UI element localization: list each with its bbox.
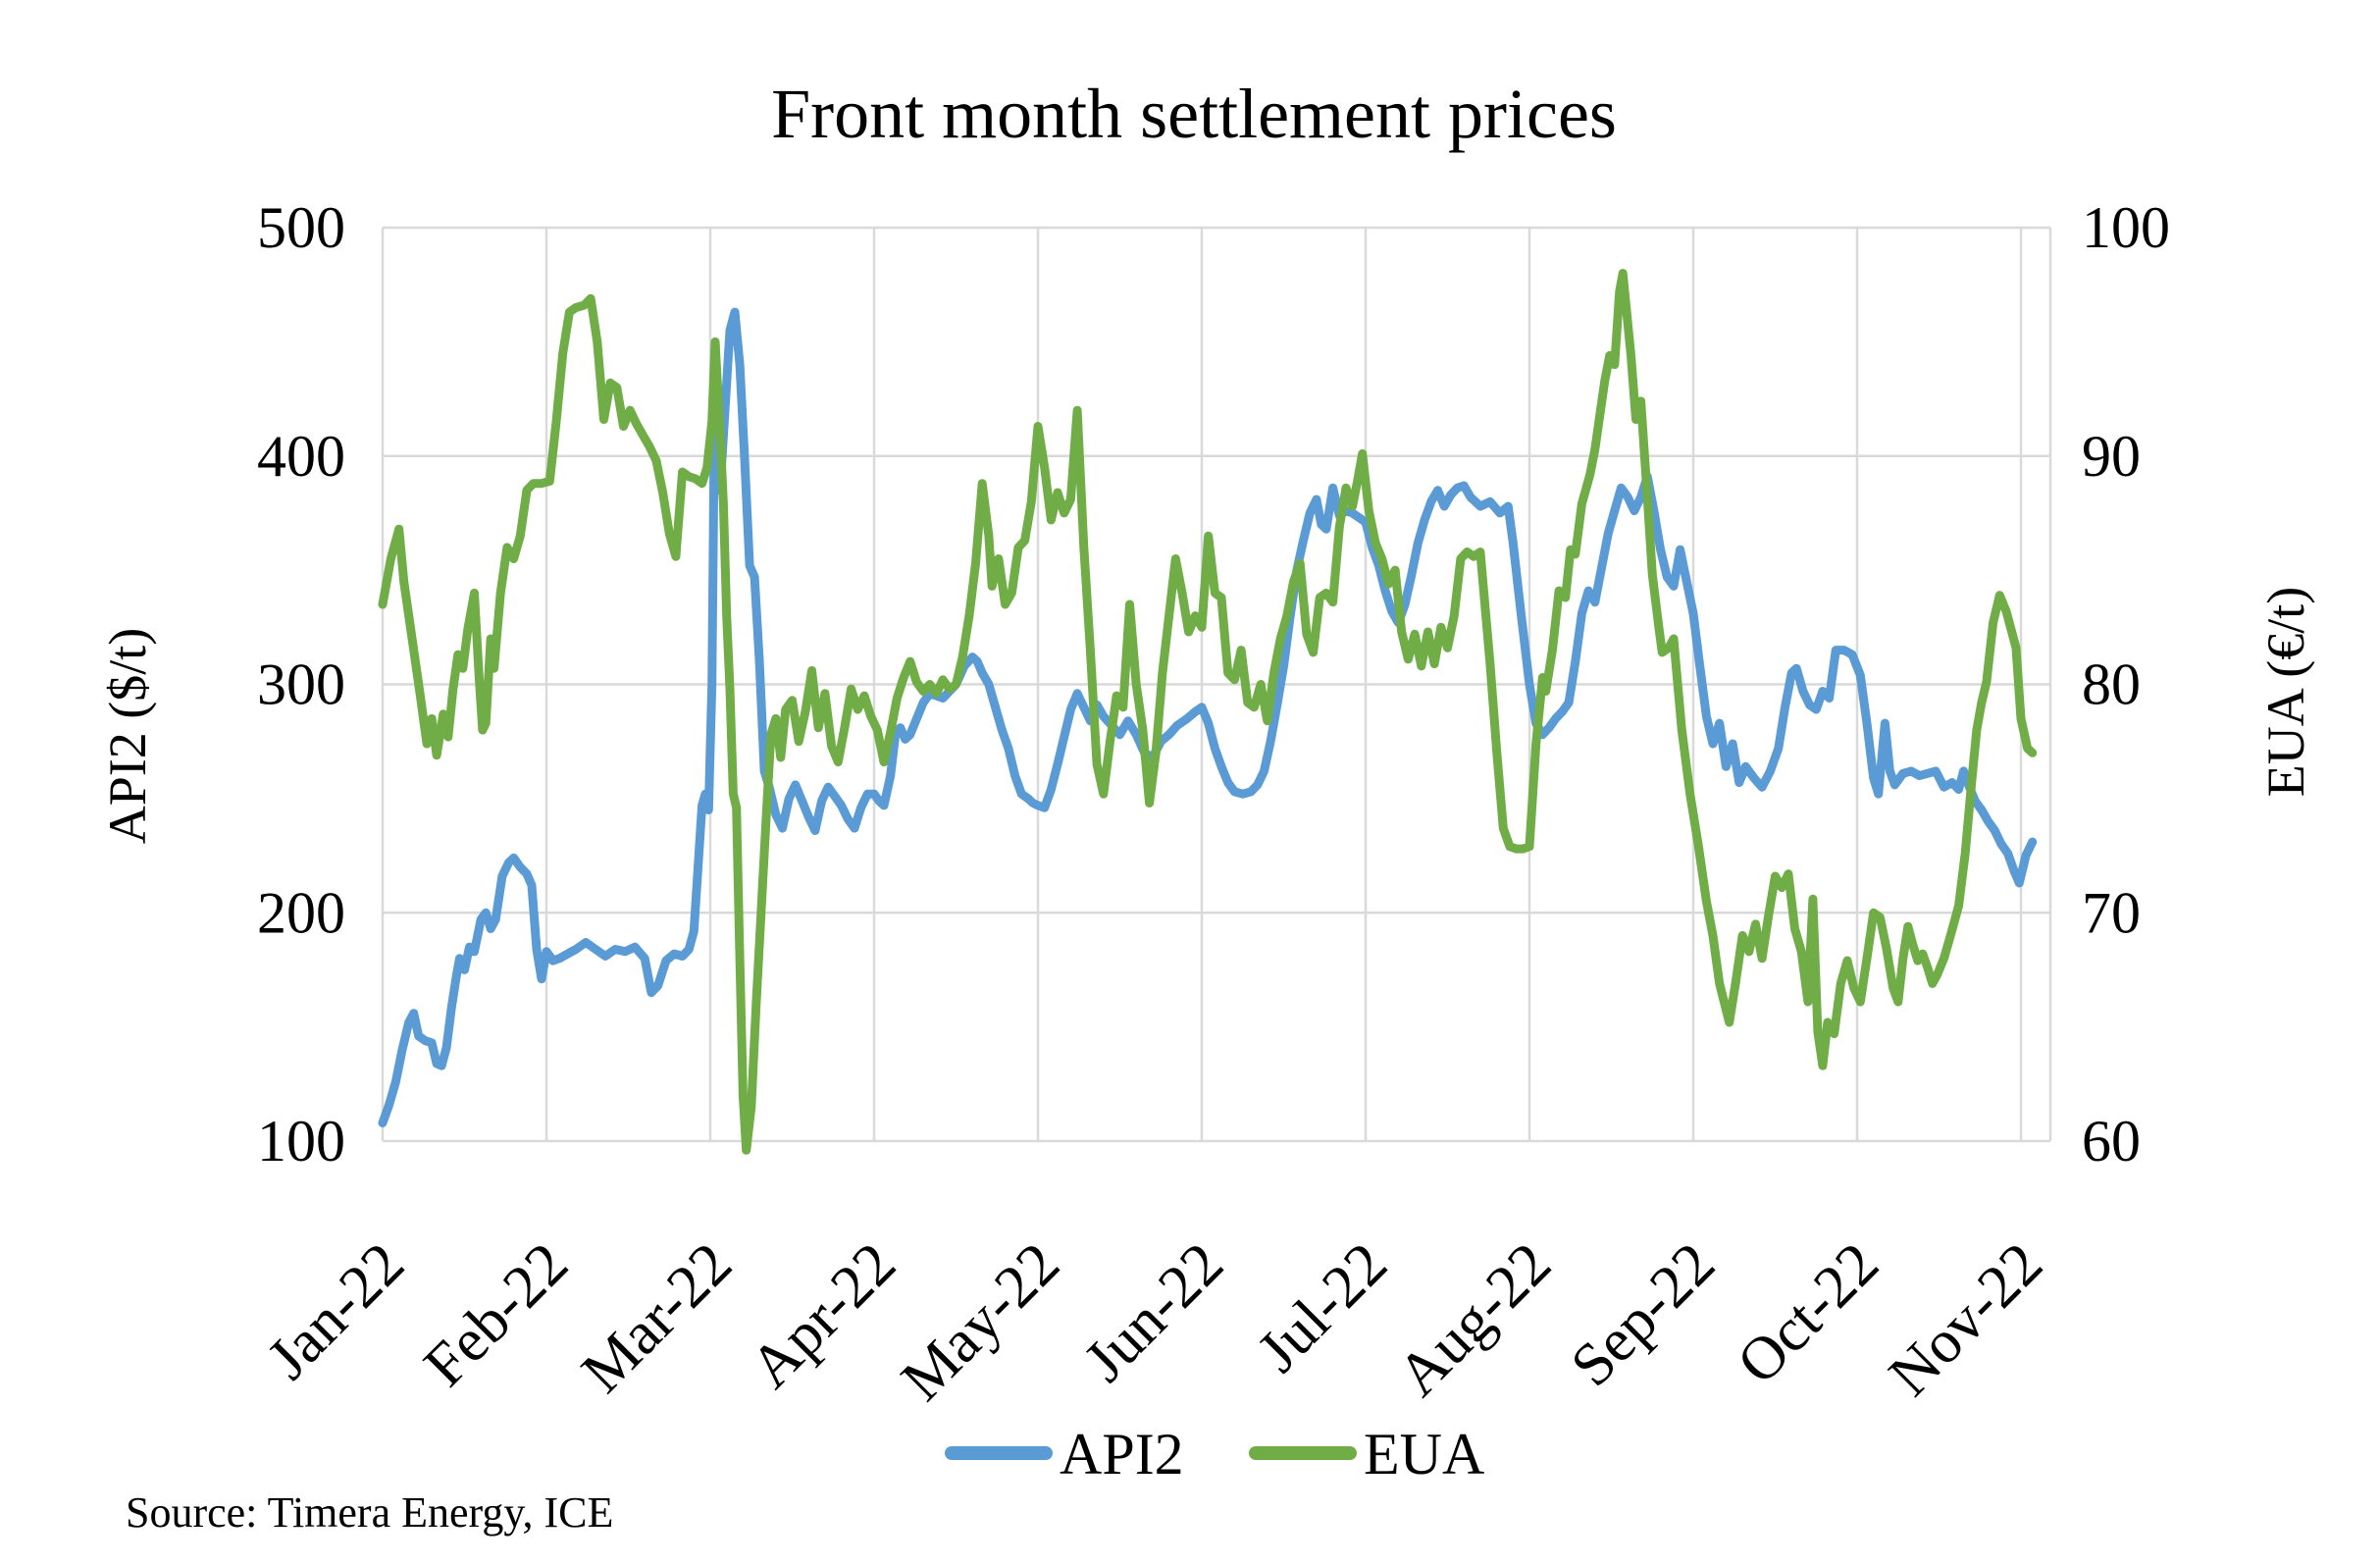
x-tick-Jun-22: Jun-22: [1071, 1230, 1235, 1394]
y-right-tick-80: 80: [2082, 652, 2141, 717]
y-axis-right-tick-labels: 100 90 80 70 60: [2082, 195, 2170, 1173]
x-tick-Apr-22: Apr-22: [738, 1230, 908, 1401]
chart-title: Front month settlement prices: [771, 75, 1617, 153]
y-axis-right-title: EUA (€/t): [2256, 587, 2315, 797]
x-tick-Jul-22: Jul-22: [1245, 1230, 1400, 1385]
x-tick-Mar-22: Mar-22: [569, 1230, 745, 1406]
legend-label-api2: API2: [1060, 1422, 1184, 1486]
x-tick-Jan-22: Jan-22: [255, 1230, 417, 1392]
y-left-tick-500: 500: [257, 195, 345, 260]
y-left-tick-300: 300: [257, 652, 345, 717]
x-tick-Nov-22: Nov-22: [1877, 1230, 2055, 1409]
x-tick-Aug-22: Aug-22: [1385, 1230, 1564, 1409]
y-right-tick-90: 90: [2082, 424, 2141, 489]
y-right-tick-60: 60: [2082, 1109, 2141, 1173]
x-tick-Oct-22: Oct-22: [1725, 1230, 1891, 1397]
series-line-eua: [378, 269, 2038, 1155]
series-lines: [378, 269, 2038, 1155]
y-axis-left-title: API2 ($/t): [98, 628, 157, 844]
y-left-tick-400: 400: [257, 424, 345, 489]
y-right-tick-100: 100: [2082, 195, 2170, 260]
y-left-tick-100: 100: [257, 1109, 345, 1173]
y-left-tick-200: 200: [257, 880, 345, 945]
legend-label-eua: EUA: [1364, 1422, 1484, 1486]
x-tick-Sep-22: Sep-22: [1559, 1230, 1728, 1399]
x-tick-May-22: May-22: [889, 1230, 1072, 1414]
y-axis-left-tick-labels: 500 400 300 200 100: [257, 195, 345, 1173]
source-note: Source: Timera Energy, ICE: [126, 1488, 613, 1537]
legend: API2 EUA: [945, 1422, 1484, 1486]
x-tick-Feb-22: Feb-22: [412, 1230, 581, 1399]
y-right-tick-70: 70: [2082, 880, 2141, 945]
series-line-api2: [378, 307, 2038, 1127]
